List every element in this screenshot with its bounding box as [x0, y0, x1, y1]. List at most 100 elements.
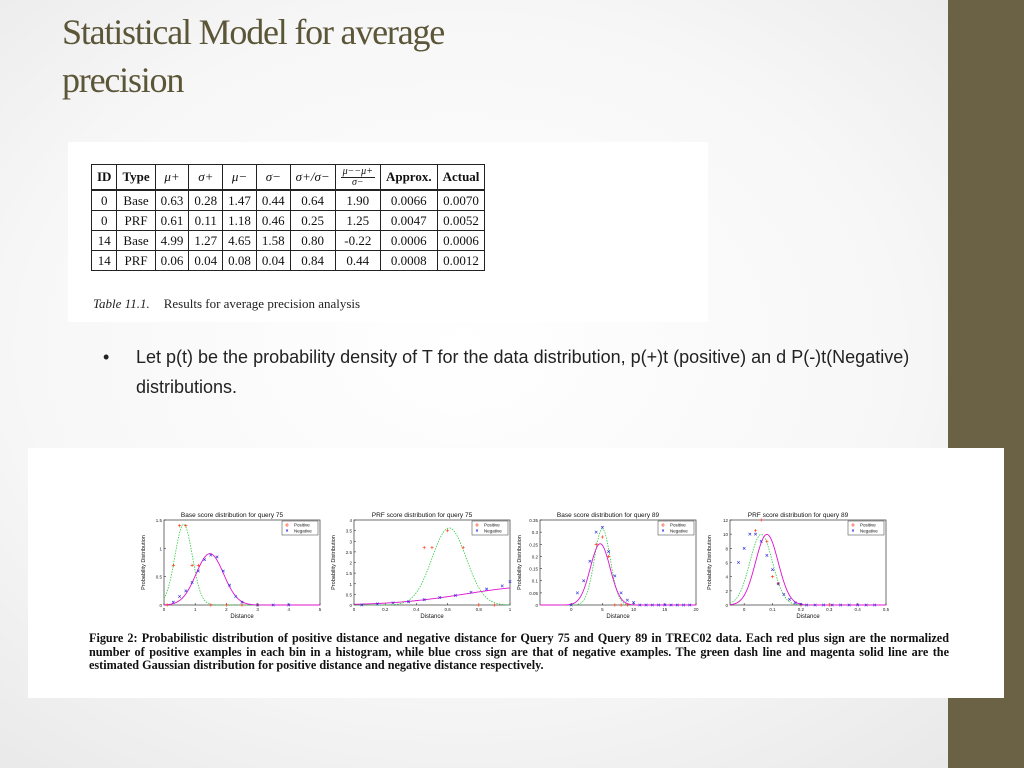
y-tick-label: 0 [349, 603, 352, 608]
table-cell: 0 [90, 210, 118, 231]
table-cell: Base [116, 189, 156, 211]
x-tick-label: 0 [743, 607, 746, 612]
y-tick-label: 0.05 [529, 591, 538, 596]
table-cell: 0.64 [289, 189, 336, 211]
negative-point [287, 603, 291, 607]
positive-point [224, 603, 228, 607]
negative-point [619, 591, 623, 595]
negative-point [221, 569, 225, 573]
negative-point [453, 593, 457, 597]
legend-negative-icon [661, 529, 665, 532]
legend-positive-label: Positive [484, 523, 500, 528]
positive-fit-line [163, 523, 320, 606]
x-tick-label: 20 [693, 607, 699, 612]
table-cell: 0.0070 [436, 189, 486, 211]
y-tick-label: 0 [159, 603, 162, 608]
table-cell: 0 [90, 189, 118, 211]
negative-point [203, 558, 207, 562]
y-tick-label: 3.5 [346, 529, 353, 534]
table-cell: 0.28 [188, 189, 224, 211]
positive-point [827, 603, 831, 607]
negative-point [422, 598, 426, 602]
table-cell: 0.04 [188, 250, 224, 271]
negative-point [688, 603, 692, 607]
y-axis-label: Probability Distribution [331, 535, 337, 590]
slide-title: Statistical Model for average precision [62, 8, 582, 104]
plot-frame [539, 519, 697, 606]
negative-fit-line [353, 587, 511, 605]
negative-point [856, 603, 860, 607]
negative-point [360, 603, 364, 607]
x-tick-label: 1 [509, 607, 512, 612]
positive-point [422, 546, 426, 550]
table-cell: 0.80 [289, 230, 336, 251]
x-tick-label: 0 [570, 607, 573, 612]
positive-point [753, 529, 758, 533]
positive-point [619, 603, 623, 607]
negative-point [771, 568, 775, 572]
table-cell: 0.11 [188, 210, 224, 231]
negative-point [215, 555, 219, 559]
y-axis-label: Probability Distribution [141, 535, 147, 590]
negative-point [228, 583, 232, 587]
x-axis-label: Distance [796, 614, 820, 620]
legend-negative-icon [851, 529, 855, 532]
negative-point [822, 603, 826, 607]
plot-title: PRF score distribution for query 75 [372, 512, 473, 519]
positive-fit-line [354, 527, 511, 606]
legend-positive-icon [661, 523, 665, 527]
table-cell: 1.18 [222, 210, 257, 231]
table-cell: 0.44 [334, 250, 381, 271]
legend-negative-label: Negative [294, 529, 312, 534]
negative-point [793, 601, 797, 605]
y-tick-label: 0.1 [532, 579, 539, 584]
negative-point [669, 603, 673, 607]
positive-point [184, 524, 188, 528]
negative-point [256, 603, 260, 607]
negative-point [178, 594, 182, 599]
negative-point [736, 560, 741, 565]
table-row: 0 PRF 0.61 0.11 1.18 0.46 0.25 1.25 0.0047 0.0052 [90, 210, 486, 231]
negative-point [873, 603, 877, 607]
legend-positive-label: Positive [670, 523, 686, 528]
figure-panel: Base score distribution for query 75 0 0.5… [28, 448, 1004, 698]
negative-point [171, 600, 175, 604]
x-tick-label: 0 [163, 607, 166, 612]
x-tick-label: 0.4 [413, 607, 420, 612]
results-table: ID Type μ+ σ+ μ− σ− σ+/σ− μ−−μ+ σ− Appro… [90, 164, 486, 271]
y-tick-label: 6 [725, 561, 728, 566]
y-tick-label: 0.2 [532, 554, 539, 559]
positive-point [607, 554, 611, 559]
slide-title-line-1: Statistical Model for average [62, 12, 445, 52]
negative-point [754, 532, 758, 536]
y-tick-label: 4 [349, 518, 352, 523]
negative-fit-line [540, 543, 696, 606]
x-tick-label: 0.6 [444, 607, 451, 612]
y-tick-label: 2 [349, 561, 352, 566]
x-tick-label: 15 [662, 607, 668, 612]
x-tick-label: 0.4 [855, 607, 862, 612]
header-mu-plus: μ+ [154, 164, 190, 191]
negative-point [588, 559, 592, 563]
plot-prf-query-75: PRF score distribution for query 75 0 0.5 1… [331, 512, 512, 620]
negative-point [600, 525, 604, 529]
negative-point [190, 580, 194, 584]
x-axis-label: Distance [420, 614, 444, 620]
plot-title: Base score distribution for query 75 [181, 512, 284, 519]
positive-point [477, 603, 481, 607]
results-table-panel: ID Type μ+ σ+ μ− σ− σ+/σ− μ−−μ+ σ− Appro… [68, 142, 708, 322]
y-tick-label: 1.5 [156, 518, 163, 523]
positive-point [625, 603, 629, 607]
negative-point [209, 553, 213, 557]
legend-box [657, 520, 695, 536]
positive-point [770, 575, 775, 579]
negative-point [407, 600, 411, 604]
x-tick-label: 0.8 [476, 607, 483, 612]
negative-point [196, 569, 200, 573]
legend-negative-label: Negative [670, 529, 688, 534]
y-tick-label: 1 [349, 582, 352, 587]
legend-box [471, 520, 509, 536]
